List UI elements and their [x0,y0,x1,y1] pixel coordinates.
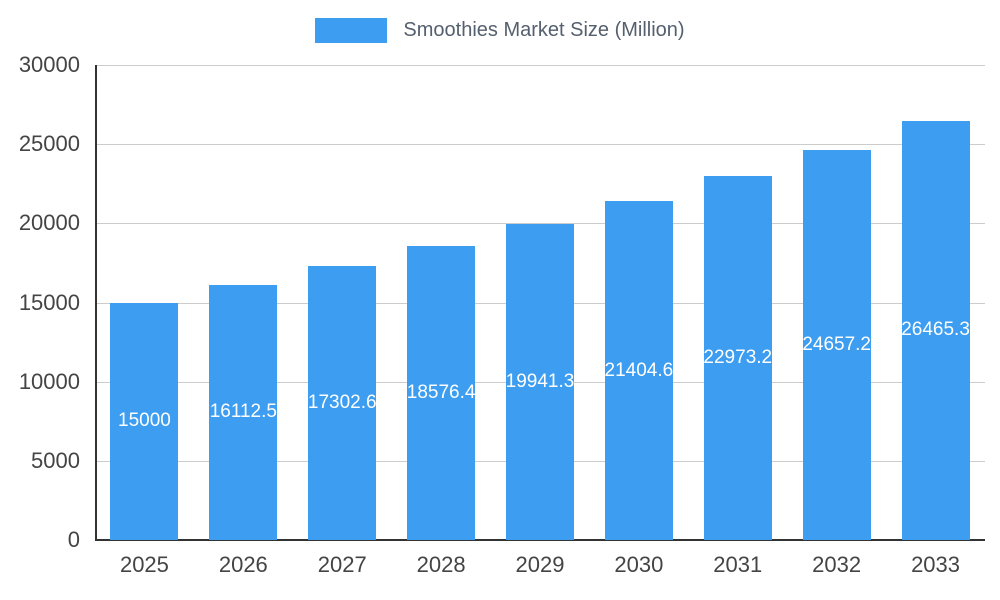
bar-value-label: 24657.2 [802,333,871,355]
legend: Smoothies Market Size (Million) [0,18,1000,43]
bar-2032[interactable]: 24657.2 [802,149,871,540]
bar-value-label: 21404.6 [604,359,673,381]
x-tick-label: 2031 [713,552,763,577]
y-tick-label: 5000 [31,447,80,473]
bar-2026[interactable]: 16112.5 [209,284,278,540]
y-tick-label: 20000 [18,210,80,236]
x-tick-label: 2029 [515,552,565,577]
bar-value-label: 26465.3 [901,319,970,341]
x-axis-line [95,539,985,541]
bar-value-label: 22973.2 [703,347,772,369]
x-tick-label: 2033 [911,552,961,577]
x-tick-label: 2028 [416,552,466,577]
y-axis-line [95,65,97,540]
bar-2025[interactable]: 15000 [110,302,179,540]
x-tick-label: 2027 [317,552,367,577]
bar-2030[interactable]: 21404.6 [604,201,673,540]
gridline [95,223,985,225]
bar-value-label: 15000 [118,410,171,432]
chart-title: Smoothies Market Size (Million) [403,19,685,41]
bar-value-label: 19941.3 [506,371,574,393]
bar-2029[interactable]: 19941.3 [506,224,574,540]
bar-2027[interactable]: 17302.6 [308,266,377,540]
y-tick-label: 25000 [18,131,80,157]
gridline [95,65,985,66]
bar-value-label: 18576.4 [407,381,476,403]
y-tick-label: 15000 [18,289,80,315]
x-tick-label: 2025 [119,552,169,577]
y-tick-label: 0 [67,527,80,552]
bar-2031[interactable]: 22973.2 [703,176,772,540]
y-tick-label: 10000 [18,368,80,394]
gridline [95,144,985,146]
bar-2028[interactable]: 18576.4 [407,245,476,540]
legend-swatch [315,18,388,43]
x-tick-label: 2032 [812,552,862,577]
bar-value-label: 17302.6 [308,392,377,414]
y-tick-label: 30000 [18,52,80,77]
bar-value-label: 16112.5 [209,401,277,423]
bar-2033[interactable]: 26465.3 [901,120,970,540]
x-tick-label: 2026 [218,552,268,577]
x-tick-label: 2030 [614,552,664,577]
plot-area: 15000 16112.5 17302.6 18576.4 19941.3 21404.6… [95,65,985,541]
